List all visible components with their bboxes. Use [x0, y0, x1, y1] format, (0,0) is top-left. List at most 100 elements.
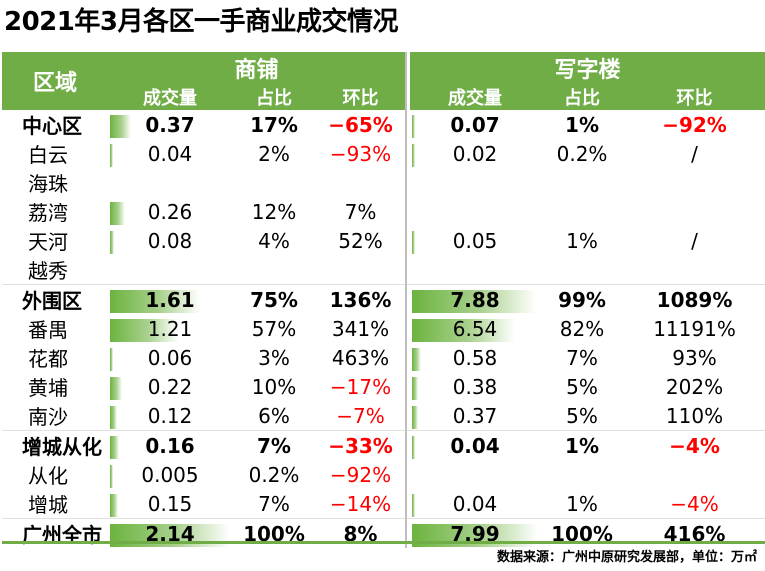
shop-volume-bar	[110, 347, 113, 371]
cell-shop-mom	[316, 255, 406, 285]
office-volume-label: 0.07	[450, 112, 500, 137]
cell-office-volume	[410, 168, 540, 197]
cell-region: 白云	[28, 143, 68, 167]
shop-volume-label: 0.16	[145, 433, 195, 458]
shop-volume-label: 0.37	[145, 112, 195, 137]
office-volume-bar	[412, 347, 422, 371]
shop-volume-bar	[110, 376, 122, 400]
office-volume-bar	[412, 318, 516, 342]
cell-office-volume	[410, 197, 540, 226]
cell-shop-share: 75%	[232, 284, 316, 314]
cell-region: 南沙	[28, 405, 68, 429]
table-row: 黄埔 0.22 10% −17% 0.38 5% 202%	[2, 372, 765, 401]
cell-shop-volume: 0.08	[108, 226, 232, 255]
group-divider	[405, 460, 411, 489]
group-divider	[405, 518, 411, 548]
shop-volume-label: 0.08	[147, 228, 193, 253]
cell-shop-mom: −92%	[329, 462, 392, 487]
source-note: 数据来源：广州中原研究发展部，单位：万㎡	[496, 550, 757, 565]
office-volume-label: 0.05	[452, 228, 498, 253]
office-volume-label: 6.54	[452, 316, 498, 341]
cell-region: 中心区	[22, 114, 82, 138]
cell-office-mom: 11191%	[653, 316, 736, 341]
cell-office-volume: 6.54	[410, 314, 540, 343]
shop-volume-bar	[110, 493, 118, 517]
cell-shop-volume: 0.26	[108, 197, 232, 226]
bottom-rule	[2, 541, 765, 544]
office-volume-bar	[412, 493, 416, 517]
cell-shop-mom: −14%	[329, 491, 392, 516]
cell-region: 越秀	[28, 259, 68, 283]
office-volume-bar	[412, 230, 416, 254]
cell-shop-volume: 1.61	[108, 284, 232, 314]
cell-shop-share: 3%	[258, 345, 290, 370]
cell-office-mom: /	[691, 141, 698, 166]
office-volume-bar	[412, 143, 416, 167]
table-body: 中心区 0.37 17% −65% 0.07 1% −92% 白云 0.04 2% −93% 0.02…	[2, 110, 765, 548]
cell-office-volume: 0.37	[410, 401, 540, 431]
cell-office-share: 1%	[565, 112, 599, 137]
cell-office-share: 99%	[540, 284, 625, 314]
cell-office-volume: 0.02	[410, 139, 540, 168]
shop-volume-bar	[110, 201, 125, 225]
table-row: 增城从化 0.16 7% −33% 0.04 1% −4%	[2, 430, 765, 460]
shop-volume-bar	[110, 464, 113, 488]
office-volume-bar	[412, 376, 419, 400]
cell-office-volume: 0.38	[410, 372, 540, 401]
shop-volume-bar	[110, 143, 113, 167]
group-divider	[405, 226, 411, 255]
table-row: 天河 0.08 4% 52% 0.05 1% /	[2, 226, 765, 255]
cell-office-volume: 0.04	[410, 430, 541, 460]
cell-shop-volume: 0.16	[108, 430, 232, 460]
shop-volume-label: 0.15	[147, 491, 193, 516]
cell-region: 外围区	[2, 284, 108, 314]
cell-office-share	[540, 460, 624, 489]
cell-office-volume: 0.05	[410, 226, 540, 255]
office-volume-label: 7.88	[450, 287, 500, 312]
shop-volume-label: 0.06	[147, 345, 193, 370]
cell-office-share: 7%	[566, 345, 598, 370]
cell-office-volume	[410, 460, 540, 489]
cell-region: 从化	[28, 464, 68, 488]
cell-shop-mom: 52%	[338, 228, 383, 253]
cell-office-mom: 1089%	[624, 284, 765, 314]
cell-office-share	[540, 168, 624, 197]
shop-volume-label: 0.005	[141, 462, 199, 487]
cell-shop-share: 12%	[251, 199, 297, 224]
group-divider	[405, 197, 411, 226]
header-office-share: 占比	[540, 84, 625, 110]
table-row: 从化 0.005 0.2% −92%	[2, 460, 765, 489]
office-volume-label: 0.04	[450, 433, 500, 458]
shop-volume-bar	[110, 405, 117, 429]
cell-office-share: 82%	[559, 316, 605, 341]
header-office-mom: 环比	[624, 84, 765, 110]
cell-shop-share	[232, 255, 316, 285]
cell-shop-volume	[108, 255, 232, 285]
group-divider	[405, 430, 411, 460]
group-divider	[405, 84, 411, 110]
cell-shop-share	[232, 168, 316, 197]
group-divider	[405, 401, 411, 431]
office-volume-bar	[412, 114, 416, 138]
cell-shop-share: 4%	[258, 228, 290, 253]
shop-volume-bar	[110, 318, 178, 342]
group-divider	[405, 489, 411, 519]
cell-office-share: 5%	[566, 374, 598, 399]
cell-shop-share: 17%	[250, 112, 298, 137]
group-divider	[405, 343, 411, 372]
group-divider	[405, 255, 411, 285]
cell-shop-volume: 0.04	[108, 139, 232, 168]
cell-office-share	[540, 255, 624, 285]
header-group-office: 写字楼	[410, 52, 765, 84]
header-shop-mom: 环比	[316, 84, 407, 110]
cell-office-share	[540, 197, 624, 226]
office-volume-bar	[412, 523, 539, 547]
cell-shop-mom: −65%	[328, 112, 393, 137]
page-title: 2021年3月各区一手商业成交情况	[4, 7, 398, 37]
cell-office-share: 0.2%	[556, 141, 608, 166]
office-volume-bar	[412, 405, 419, 429]
group-divider	[405, 168, 411, 197]
cell-shop-mom: −93%	[329, 141, 392, 166]
shop-volume-label: 1.61	[145, 287, 195, 312]
table-row: 番禺 1.21 57% 341% 6.54 82% 11191%	[2, 314, 765, 343]
